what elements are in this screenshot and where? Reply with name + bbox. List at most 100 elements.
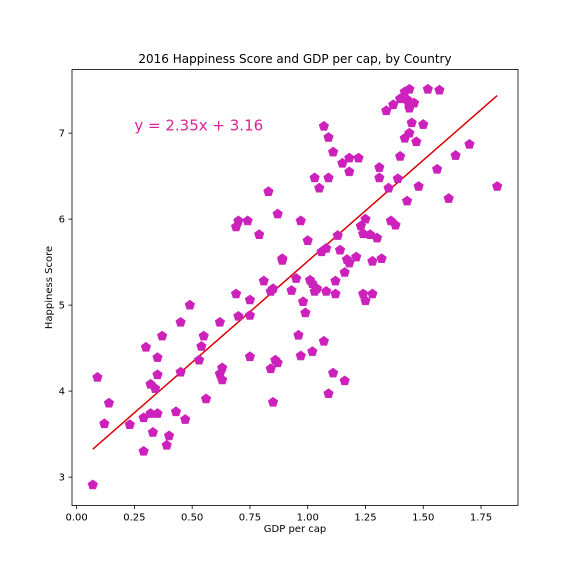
data-point <box>138 445 149 456</box>
data-point <box>360 295 371 306</box>
x-tick-label: 1.50 <box>412 513 434 524</box>
data-point <box>217 374 228 385</box>
data-point <box>157 330 168 341</box>
data-point <box>323 388 334 399</box>
data-point <box>314 182 325 193</box>
data-point <box>321 285 332 296</box>
data-point <box>152 408 163 418</box>
data-point <box>92 371 103 382</box>
data-point <box>374 172 385 183</box>
data-point <box>392 173 403 184</box>
data-point <box>328 146 339 157</box>
data-point <box>353 152 364 163</box>
data-point <box>267 283 279 294</box>
data-point <box>408 97 420 108</box>
data-point <box>99 418 110 429</box>
data-point <box>200 393 212 404</box>
data-point <box>267 396 279 407</box>
data-point <box>175 316 186 327</box>
data-point <box>318 335 329 346</box>
data-point <box>300 307 311 318</box>
y-axis: 3 4 5 6 7 <box>59 129 72 484</box>
data-point <box>330 275 341 286</box>
data-point <box>330 288 341 299</box>
data-point <box>413 181 424 191</box>
data-point <box>196 341 207 351</box>
data-point <box>432 163 443 174</box>
data-point <box>295 215 306 226</box>
data-point <box>147 427 158 437</box>
x-axis-label: GDP per cap <box>264 524 326 535</box>
data-point <box>291 273 302 283</box>
data-point <box>244 351 256 362</box>
data-point <box>383 182 394 193</box>
data-point <box>302 235 313 245</box>
data-point <box>309 172 320 183</box>
data-point <box>254 229 265 239</box>
data-point <box>323 132 334 142</box>
data-point <box>464 138 475 149</box>
y-tick-label: 3 <box>59 473 65 484</box>
data-point <box>411 136 422 147</box>
data-point <box>163 430 175 441</box>
data-point <box>103 397 115 408</box>
data-point <box>318 120 329 131</box>
data-point <box>321 242 332 253</box>
y-axis-label: Happiness Score <box>44 246 55 329</box>
data-point <box>184 299 195 310</box>
plot-area-frame <box>71 69 519 506</box>
data-point <box>258 275 269 286</box>
x-tick-label: 0.75 <box>239 513 261 524</box>
data-point <box>422 83 433 94</box>
data-point <box>214 316 226 327</box>
x-tick-label: 0.25 <box>123 513 145 524</box>
data-point <box>244 294 256 305</box>
y-tick-label: 6 <box>59 215 65 226</box>
data-point <box>334 244 346 255</box>
data-point <box>360 213 371 224</box>
data-point <box>272 208 283 219</box>
data-point <box>443 193 454 203</box>
x-tick-label: 0.50 <box>181 513 203 524</box>
y-tick-label: 7 <box>59 129 65 140</box>
data-point <box>230 288 242 299</box>
x-axis: 0.00 0.25 0.50 0.75 1.00 1.25 1.50 1.75 <box>65 505 492 524</box>
data-point <box>395 150 406 161</box>
data-point <box>367 255 378 266</box>
data-point <box>307 346 318 356</box>
data-point <box>150 383 161 393</box>
data-point <box>193 354 205 365</box>
data-point <box>328 367 339 378</box>
data-point <box>418 119 429 129</box>
data-point <box>180 414 191 424</box>
data-point <box>492 181 503 191</box>
data-point <box>217 362 228 373</box>
x-tick-label: 1.00 <box>297 513 319 524</box>
data-point <box>371 232 383 243</box>
data-point <box>286 285 297 295</box>
data-point <box>401 195 413 206</box>
data-point <box>124 419 135 430</box>
data-point <box>152 369 163 380</box>
data-point <box>293 329 304 340</box>
regression-line <box>92 94 498 450</box>
data-point <box>263 186 274 196</box>
data-point <box>339 375 350 386</box>
data-points <box>87 83 503 490</box>
data-point <box>450 150 461 160</box>
data-point <box>175 366 186 377</box>
data-point <box>244 310 256 320</box>
data-point <box>277 253 288 264</box>
data-point <box>323 172 334 183</box>
y-tick-label: 4 <box>59 387 65 398</box>
x-tick-label: 1.75 <box>470 513 492 524</box>
data-point <box>170 406 182 417</box>
data-point <box>198 330 209 341</box>
y-tick-label: 5 <box>59 301 65 312</box>
chart-title: 2016 Happiness Score and GDP per cap, by… <box>138 52 451 66</box>
data-point <box>339 267 350 277</box>
data-point <box>87 479 98 490</box>
data-point <box>242 215 253 226</box>
data-point <box>406 117 417 128</box>
